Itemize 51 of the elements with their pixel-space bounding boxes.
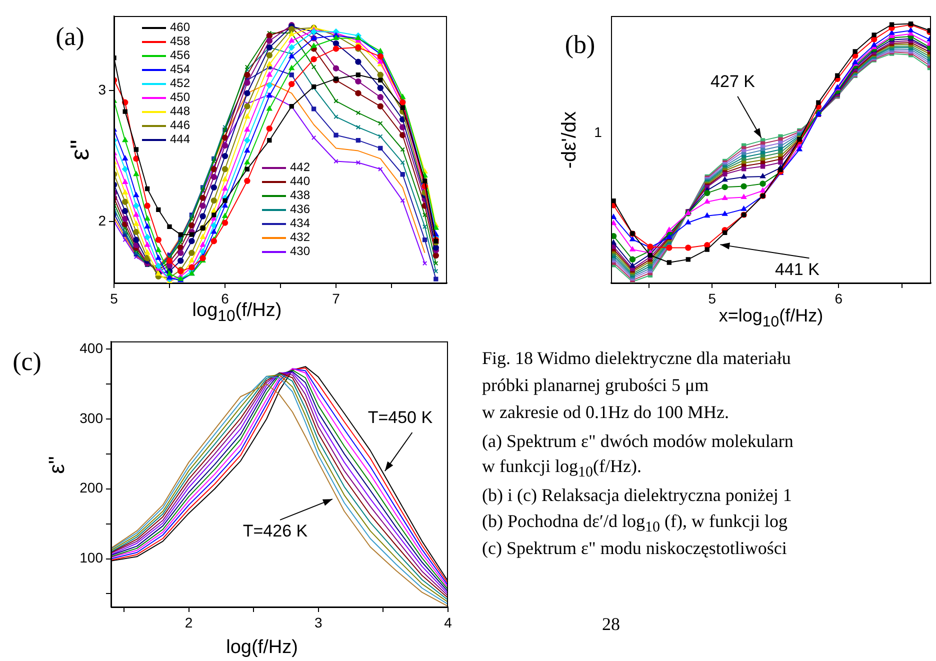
chart-title: (c) — [12, 347, 42, 377]
x-tick-label: 5 — [708, 290, 716, 306]
y-tick-label: 200 — [80, 480, 104, 496]
legend-label: 444 — [170, 132, 190, 146]
text: w funkcji log$_{10}$(f/Hz). — [482, 456, 642, 482]
annotation: 441 K — [775, 260, 820, 279]
legend-label: 440 — [290, 174, 310, 188]
legend-label: 432 — [290, 230, 310, 244]
legend-label: 446 — [170, 118, 190, 132]
text: próbki planarnej grubości 5 μm — [482, 375, 709, 396]
chart-title: (a) — [56, 22, 84, 52]
x-axis-title: x=log$_{10}$(f/Hz) — [718, 306, 824, 330]
y-tick-label: 100 — [80, 550, 104, 566]
legend-label: 458 — [170, 34, 190, 48]
legend-label: 442 — [290, 160, 310, 174]
x-tick-label: 7 — [332, 290, 340, 306]
caption: Fig. 18 Widmo dielektryczne dla materiału — [482, 348, 791, 369]
chart-title: (b) — [564, 30, 596, 60]
y-axis-title: ε" — [44, 456, 70, 474]
x-tick-label: 2 — [184, 614, 193, 630]
text: 1 — [594, 124, 602, 140]
annotation: T=426 K — [242, 522, 308, 541]
y-tick-label: 2 — [98, 212, 106, 228]
legend-label: 436 — [290, 202, 310, 216]
legend-label: 450 — [170, 90, 190, 104]
annotation: T=450 K — [368, 408, 434, 428]
text: (b) Pochodna dε′/d log$_{10}$ (f), w funkcji log — [482, 511, 788, 537]
legend-label: 438 — [290, 188, 310, 202]
annotation: 427 K — [710, 72, 756, 92]
y-tick-label: 3 — [98, 81, 106, 98]
y-axis-title: -dε'/dx — [558, 111, 582, 169]
legend-label: 454 — [170, 62, 190, 76]
x-tick-label: 5 — [110, 290, 118, 306]
legend-label: 456 — [170, 48, 190, 62]
y-tick-label: 400 — [80, 340, 104, 356]
x-tick-label: 4 — [444, 614, 452, 630]
legend-label: 452 — [170, 76, 190, 90]
text: (c) Spektrum ε" modu niskoczęstotliwości — [482, 538, 787, 559]
x-tick-label: 3 — [314, 614, 322, 630]
text: (a) Spektrum ε" dwóch modów molekularn — [482, 431, 794, 452]
legend-label: 460 — [170, 20, 190, 34]
text: w zakresie od 0.1Hz do 100 MHz. — [482, 402, 729, 423]
x-tick-label: 6 — [834, 290, 843, 306]
x-axis-title: log(f/Hz) — [226, 637, 298, 659]
legend-label: 434 — [290, 216, 310, 230]
text: (b) i (c) Relaksacja dielektryczna poniżej 1 — [482, 485, 792, 506]
legend-label: 448 — [170, 104, 190, 118]
legend-label: 430 — [290, 244, 310, 258]
y-axis-title: ε" — [64, 140, 96, 160]
y-tick-label: 300 — [80, 410, 104, 426]
text: 28 — [602, 614, 620, 635]
